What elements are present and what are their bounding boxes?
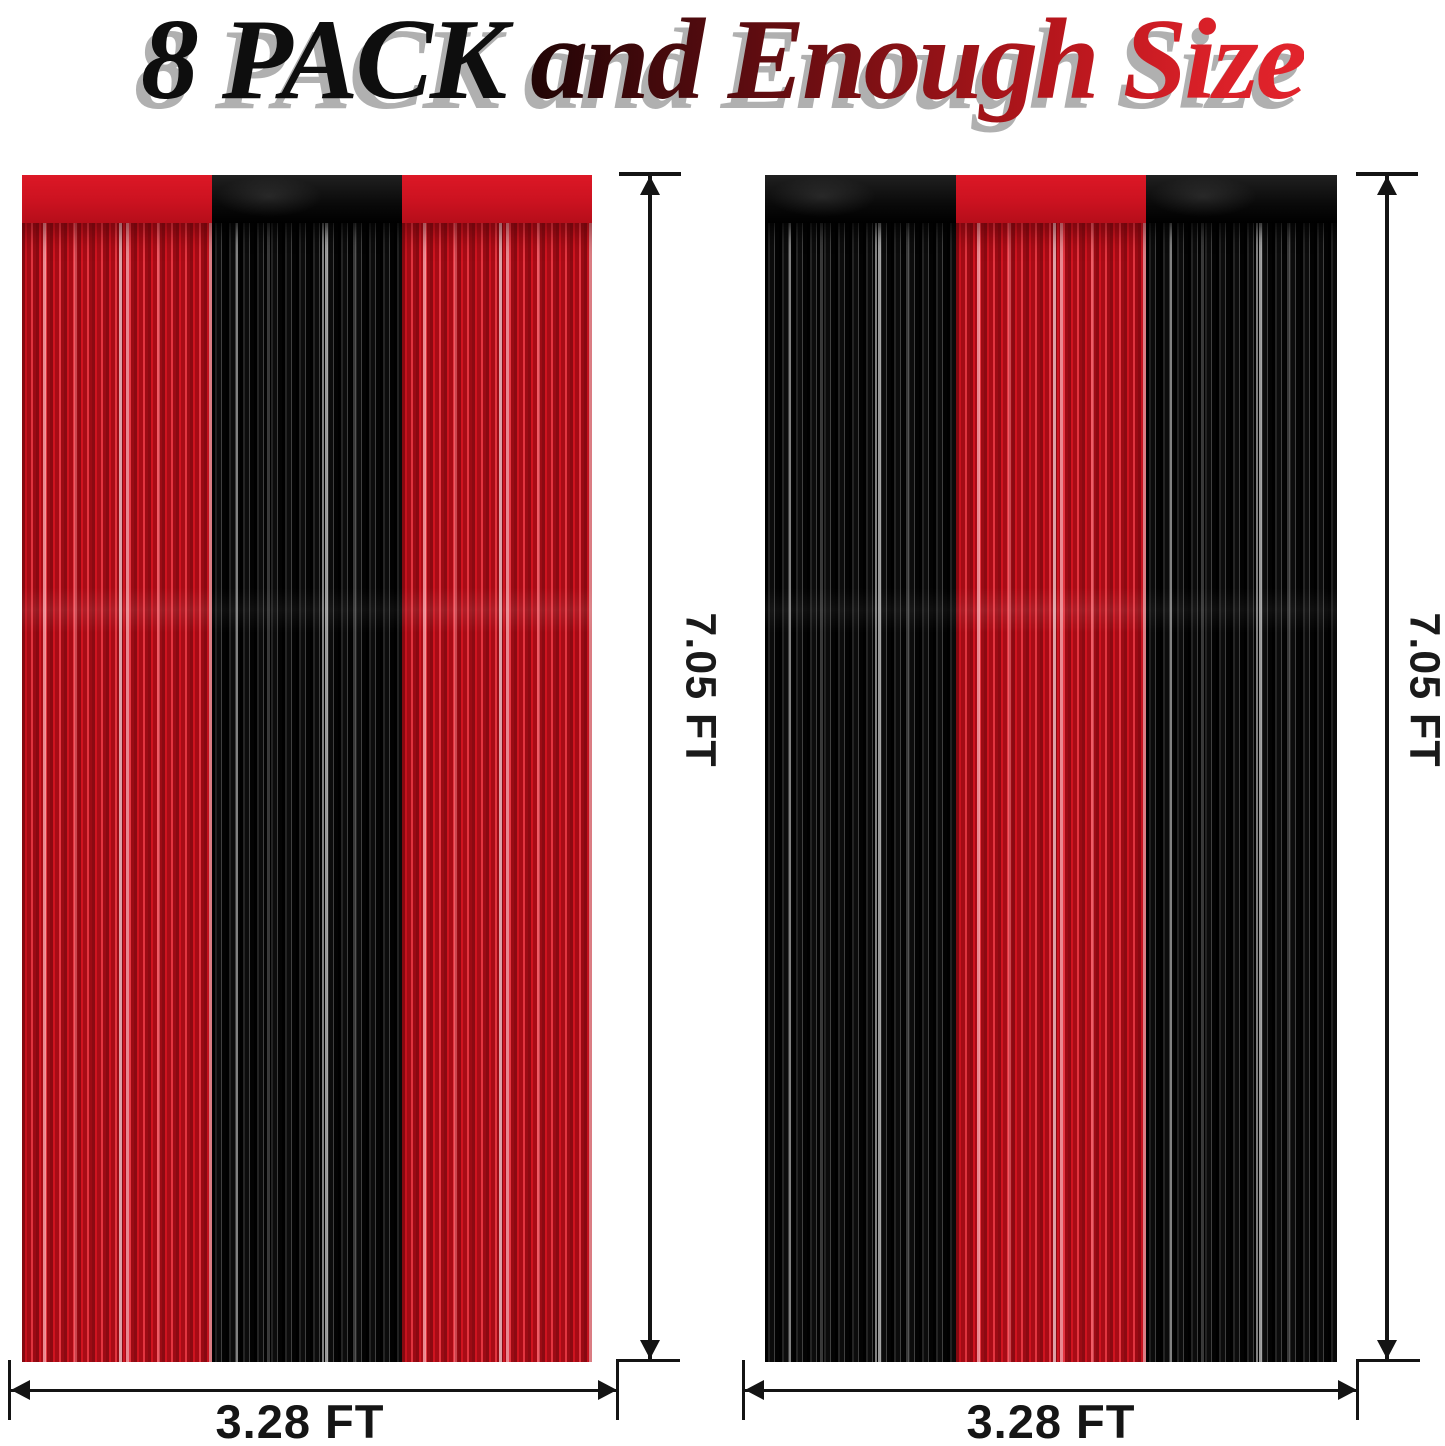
red-foil-panel [22, 175, 212, 1362]
arrow-right-icon [1338, 1380, 1357, 1400]
page-title: 8 PACK and Enough Size [0, 0, 1445, 118]
extension-line [8, 1360, 11, 1420]
extension-line [1356, 1359, 1359, 1420]
height-dimension-line [1385, 174, 1389, 1360]
width-dimension-line [11, 1389, 617, 1392]
width-label: 3.28 FT [215, 1395, 385, 1446]
red-foil-panel [955, 175, 1147, 1362]
red-foil-header [22, 175, 212, 223]
black-foil-panel [765, 175, 956, 1362]
black-foil-fringe [765, 223, 956, 1362]
black-foil-header [212, 175, 402, 223]
extension-line [616, 1359, 680, 1362]
arrow-left-icon [745, 1380, 764, 1400]
extension-line [616, 1359, 619, 1420]
curtain-black-red-black [765, 175, 1338, 1362]
black-foil-panel [1146, 175, 1338, 1362]
height-label: 7.05 FT [1400, 612, 1445, 768]
arrow-up-icon [1377, 176, 1397, 195]
width-label: 3.28 FT [966, 1395, 1136, 1446]
arrow-right-icon [598, 1380, 617, 1400]
height-label: 7.05 FT [676, 612, 725, 768]
red-foil-header [955, 175, 1147, 223]
black-foil-header [765, 175, 956, 223]
arrow-left-icon [11, 1380, 30, 1400]
arrow-down-icon [1377, 1340, 1397, 1359]
red-foil-panel [402, 175, 592, 1362]
red-foil-fringe [402, 223, 592, 1362]
black-foil-fringe [1146, 223, 1338, 1362]
curtain-red-black-red [22, 175, 592, 1362]
black-foil-panel [212, 175, 402, 1362]
title-text-red: and Enough Size [504, 0, 1307, 124]
extension-line [742, 1360, 745, 1420]
arrow-up-icon [640, 176, 660, 195]
extension-line [1356, 1359, 1420, 1362]
black-foil-header [1146, 175, 1338, 223]
arrow-down-icon [640, 1340, 660, 1359]
red-foil-header [402, 175, 592, 223]
width-dimension-line [745, 1389, 1357, 1392]
title-text-black: 8 PACK [140, 0, 507, 124]
black-foil-fringe [212, 223, 402, 1362]
height-dimension-line [648, 174, 652, 1360]
red-foil-fringe [22, 223, 212, 1362]
red-foil-fringe [955, 223, 1147, 1362]
